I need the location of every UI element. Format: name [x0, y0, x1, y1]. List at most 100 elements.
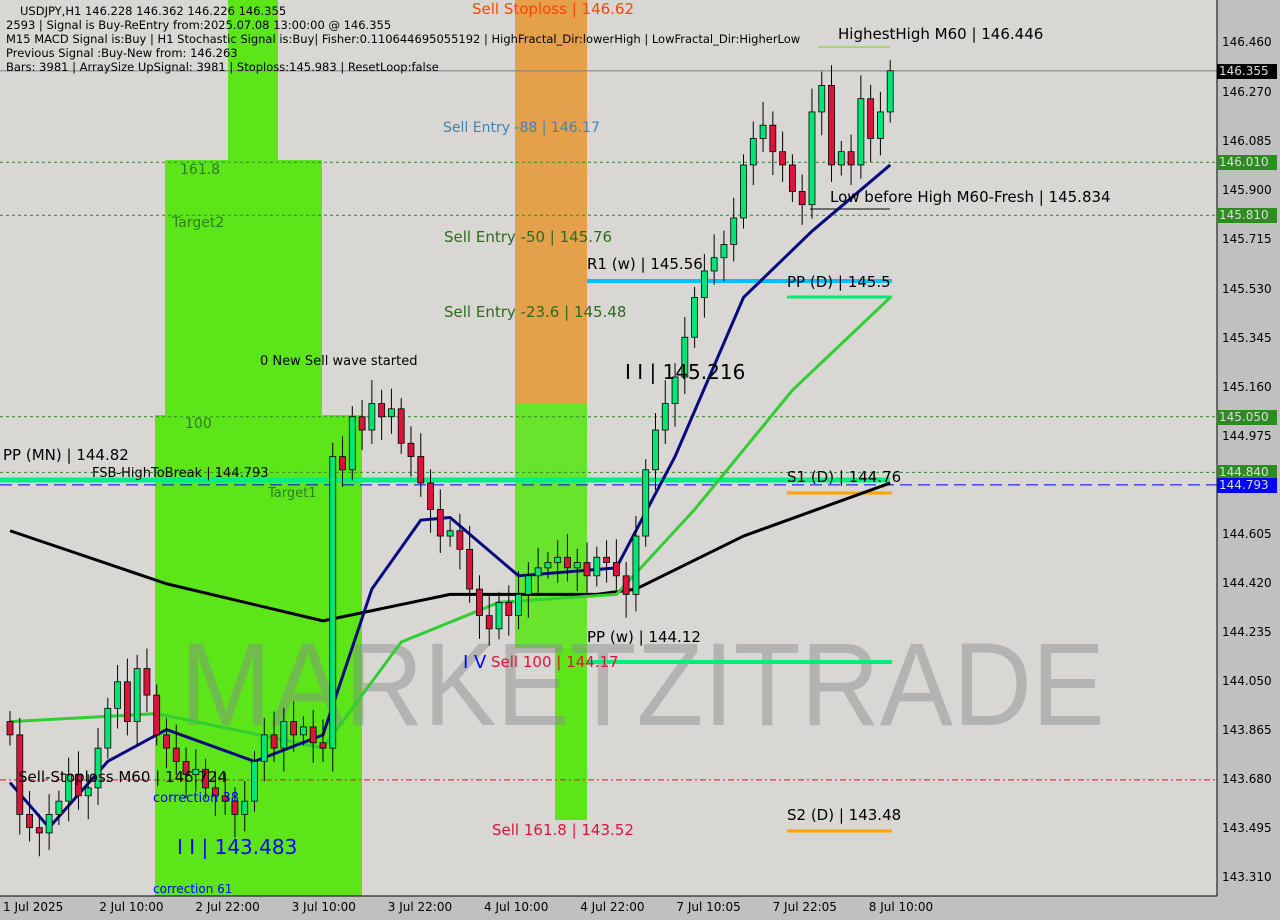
target-zone [165, 160, 322, 415]
price-tag: 144.840 [1217, 465, 1277, 481]
bear-candle [319, 742, 327, 749]
price-tag: 146.355 [1217, 63, 1277, 79]
sell-1618-label: Sell 161.8 | 143.52 [492, 821, 634, 839]
bear-candle [202, 768, 210, 789]
bull-candle [642, 469, 650, 537]
bear-candle [417, 456, 425, 484]
bear-candle [622, 575, 630, 595]
bear-candle [397, 408, 405, 444]
bull-candle [808, 111, 816, 206]
bear-candle [16, 734, 24, 815]
bear-candle [612, 562, 620, 577]
sell-zone [515, 403, 587, 648]
bull-candle [710, 257, 718, 272]
sell-stoploss-zone [515, 0, 587, 403]
price-tick: 143.865 [1222, 722, 1272, 737]
bear-candle [564, 556, 571, 569]
price-tick: 145.160 [1222, 379, 1272, 394]
price-tick: 145.345 [1222, 330, 1272, 345]
bear-candle [26, 813, 33, 829]
bull-candle [388, 408, 395, 418]
time-tick: 4 Jul 10:00 [484, 900, 549, 914]
bull-candle [114, 681, 121, 709]
sell-entry-50-label: Sell Entry -50 | 145.76 [444, 228, 613, 246]
bear-candle [867, 98, 875, 139]
bear-candle [163, 734, 170, 749]
fib-1618-label: 161.8 [180, 162, 221, 178]
price-tick: 144.050 [1222, 673, 1272, 688]
bear-candle [789, 164, 796, 192]
bull-candle [45, 813, 53, 834]
price-tick: 143.310 [1222, 870, 1272, 884]
bear-candle [270, 734, 278, 749]
bull-candle [632, 535, 640, 595]
sell-stoploss-label: Sell Stoploss | 146.62 [472, 0, 635, 18]
pp-mn-label: PP (MN) | 144.82 [3, 446, 129, 464]
bull-candle [700, 270, 708, 298]
s2-d-label: S2 (D) | 143.48 [787, 806, 902, 824]
bear-candle [407, 442, 415, 457]
fib-100-label: 100 [185, 416, 212, 432]
price-tick: 145.715 [1222, 232, 1272, 247]
bull-candle [593, 556, 601, 577]
header-signal: 2593 | Signal is Buy-ReEntry from:2025.0… [6, 18, 392, 32]
highest-high-label: HighestHigh M60 | 146.446 [838, 25, 1044, 43]
bull-candle [446, 530, 454, 537]
bull-candle [877, 111, 884, 139]
bear-candle [378, 403, 386, 418]
bear-candle [6, 721, 14, 736]
bull-candle [94, 747, 102, 789]
bull-candle [544, 562, 552, 569]
bull-candle [241, 800, 249, 815]
bear-candle [847, 151, 855, 166]
price-tick: 143.680 [1222, 771, 1272, 786]
pp-d-label: PP (D) | 145.5 [787, 273, 891, 291]
bear-candle [427, 482, 434, 510]
price-tick: 146.085 [1222, 134, 1272, 149]
ma-slow-line [9, 481, 891, 623]
time-tick: 1 Jul 2025 [3, 900, 64, 914]
price-tick: 145.900 [1222, 183, 1272, 198]
bull-candle [260, 734, 268, 762]
bull-candle [495, 601, 503, 630]
bull-candle [104, 707, 112, 749]
bear-candle [211, 787, 219, 797]
bear-candle [182, 760, 190, 776]
pp-w-label: PP (w) | 144.12 [587, 628, 701, 646]
bear-candle [339, 456, 346, 471]
bear-candle [828, 85, 835, 166]
price-tick: 144.420 [1222, 575, 1272, 590]
time-tick: 3 Jul 10:00 [291, 900, 356, 914]
low-before-high-label: Low before High M60-Fresh | 145.834 [830, 188, 1111, 206]
bear-candle [172, 747, 180, 762]
price-tick: 146.270 [1222, 85, 1272, 100]
r1-w-label: R1 (w) | 145.56 [587, 255, 703, 273]
correction-61-label: correction 61 [153, 882, 233, 896]
bull-candle [299, 726, 307, 736]
price-tick: 146.460 [1222, 35, 1272, 49]
price-tag: 145.810 [1217, 208, 1277, 224]
bear-candle [123, 681, 131, 723]
bear-candle [779, 151, 787, 166]
bull-candle [749, 138, 757, 166]
sell-zone [555, 648, 587, 820]
bear-candle [309, 726, 317, 744]
bear-candle [143, 668, 151, 696]
sell-entry-23-label: Sell Entry -23.6 | 145.48 [444, 303, 627, 321]
bear-candle [769, 124, 777, 153]
time-tick: 3 Jul 22:00 [387, 900, 453, 914]
price-tick: 144.975 [1222, 428, 1272, 443]
bear-candle [583, 562, 591, 577]
header-bars: Bars: 3981 | ArraySize UpSignal: 3981 | … [6, 60, 439, 74]
bull-candle [691, 297, 698, 338]
bull-candle [740, 164, 747, 219]
target2-label: Target2 [172, 215, 225, 231]
bear-candle [603, 556, 610, 563]
header-indicators: M15 MACD Signal is:Buy | H1 Stochastic S… [6, 32, 801, 46]
new-sell-wave-label: 0 New Sell wave started [260, 354, 418, 369]
pivot-lines [0, 46, 892, 833]
bull-candle [857, 98, 865, 166]
wave-iv-label: I V [463, 652, 487, 673]
